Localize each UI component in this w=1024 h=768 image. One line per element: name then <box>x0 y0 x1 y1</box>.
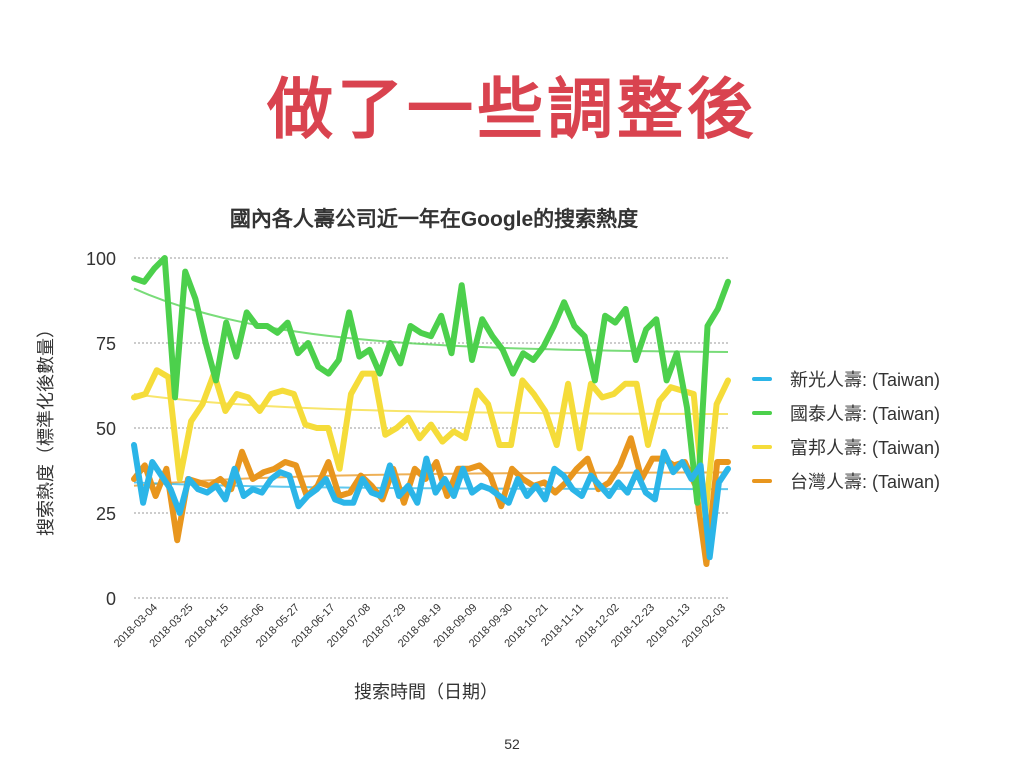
page-number: 52 <box>504 736 520 752</box>
y-tick-label: 25 <box>96 504 116 524</box>
legend-label: 國泰人壽: (Taiwan) <box>790 404 941 424</box>
line-chart: 國內各人壽公司近一年在Google的搜索熱度 0 25 50 75 100 2018-0… <box>36 207 731 703</box>
slide-title: 做了一些調整後 <box>267 71 757 148</box>
legend-swatch <box>752 411 772 415</box>
y-axis-label: 搜索熱度（標準化後數量） <box>36 320 57 536</box>
y-tick-label: 0 <box>106 589 116 609</box>
chart-title: 國內各人壽公司近一年在Google的搜索熱度 <box>230 207 638 231</box>
series-line <box>131 442 731 561</box>
y-tick-label: 75 <box>96 334 116 354</box>
legend-swatch <box>752 479 772 483</box>
legend-label: 台灣人壽: (Taiwan) <box>790 472 941 492</box>
series-lines <box>131 255 731 567</box>
series-line <box>131 255 731 506</box>
chart-legend: 新光人壽: (Taiwan) 國泰人壽: (Taiwan) 富邦人壽: (Tai… <box>752 362 940 498</box>
legend-swatch <box>752 377 772 381</box>
legend-swatch <box>752 445 772 449</box>
legend-item: 國泰人壽: (Taiwan) <box>752 396 940 430</box>
legend-item: 富邦人壽: (Taiwan) <box>752 430 940 464</box>
y-tick-label: 50 <box>96 419 116 439</box>
y-tick-label: 100 <box>86 249 116 269</box>
legend-item: 台灣人壽: (Taiwan) <box>752 464 940 498</box>
legend-label: 新光人壽: (Taiwan) <box>790 370 941 390</box>
legend-item: 新光人壽: (Taiwan) <box>752 362 940 396</box>
x-axis-ticks: 2018-03-042018-03-252018-04-152018-05-06… <box>112 602 728 650</box>
y-axis-ticks: 0 25 50 75 100 <box>86 249 116 609</box>
legend-label: 富邦人壽: (Taiwan) <box>790 438 941 458</box>
x-axis-label: 搜索時間（日期） <box>354 682 498 703</box>
series-line <box>131 367 731 520</box>
trendline <box>133 287 729 353</box>
